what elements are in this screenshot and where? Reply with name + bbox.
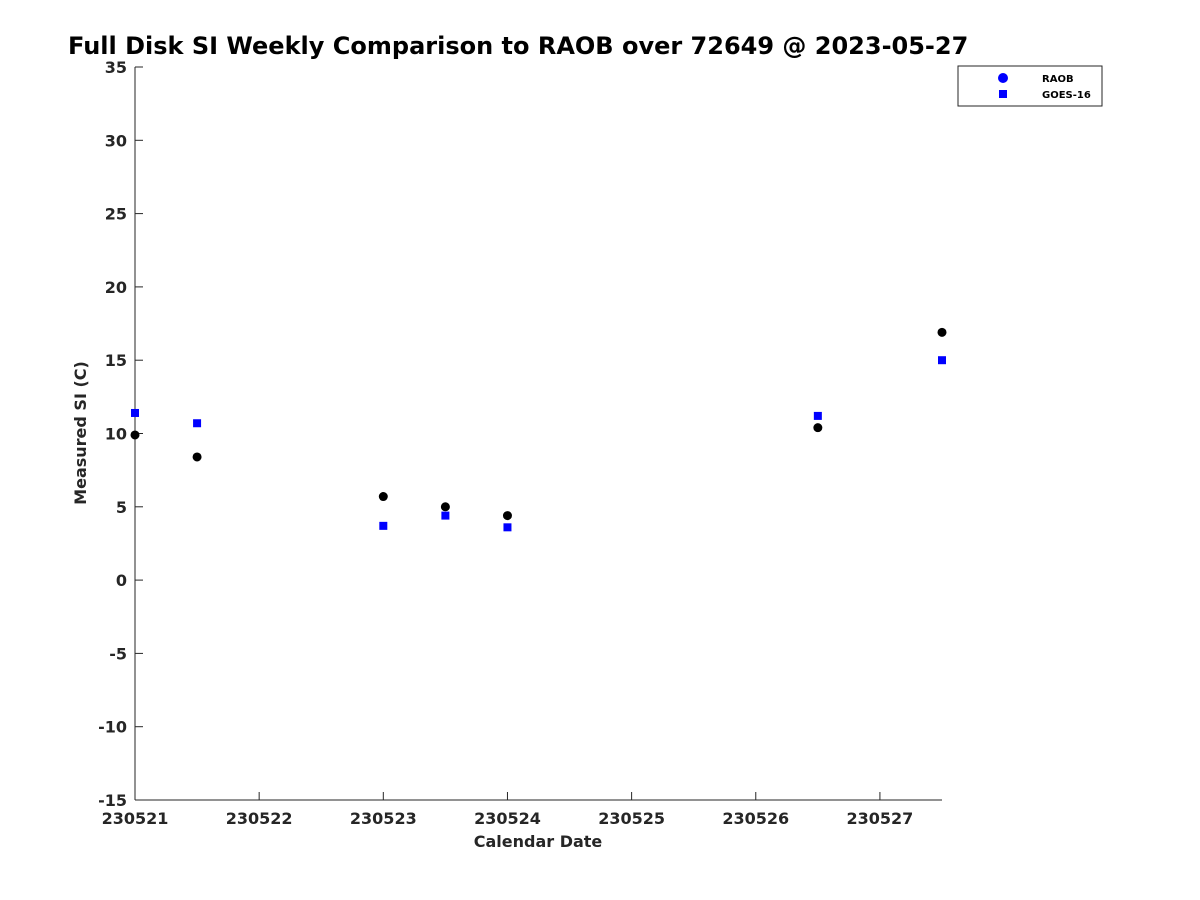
raob-point: [192, 452, 202, 462]
y-tick-label: 20: [105, 278, 127, 297]
legend-label-goes-16: GOES-16: [1042, 90, 1091, 101]
x-ticks: 230521 230522 230523 230524 230525 230526 2305…: [102, 792, 914, 828]
goes-16-point: [503, 523, 512, 532]
y-tick-label: -5: [109, 644, 127, 663]
legend-marker-goes-16: [999, 90, 1007, 98]
y-tick-label: 0: [116, 571, 127, 590]
x-tick-label: 230524: [474, 809, 541, 828]
y-axis-label: Measured SI (C): [71, 361, 90, 505]
data-points: [130, 327, 947, 532]
y-tick-label: 35: [105, 58, 127, 77]
raob-point: [502, 511, 512, 521]
raob-point: [440, 502, 450, 512]
legend: RAOB GOES-16: [957, 65, 1103, 107]
y-tick-label: 10: [105, 425, 127, 444]
raob-point: [937, 327, 947, 337]
y-tick-label: 30: [105, 131, 127, 150]
legend-marker-raob: [998, 73, 1008, 83]
y-tick-label: 5: [116, 498, 127, 517]
x-tick-label: 230523: [350, 809, 417, 828]
y-tick-label: 25: [105, 205, 127, 224]
goes-16-point: [441, 511, 450, 520]
x-tick-label: 230527: [847, 809, 914, 828]
x-tick-label: 230525: [598, 809, 665, 828]
raob-point: [378, 492, 388, 502]
y-tick-label: 15: [105, 351, 127, 370]
raob-point: [130, 430, 140, 440]
y-tick-label: -10: [98, 718, 127, 737]
x-axis-label: Calendar Date: [474, 832, 603, 851]
legend-label-raob: RAOB: [1042, 74, 1074, 85]
goes-16-point: [813, 411, 822, 420]
axes: [134, 67, 942, 801]
goes-16-point: [379, 521, 388, 530]
y-ticks: 35 30 25 20 15 10 5 0 -5 -10 -15: [98, 58, 143, 810]
goes-16-point: [938, 356, 946, 365]
legend-box: [957, 65, 1103, 107]
raob-point: [813, 423, 823, 433]
x-tick-label: 230521: [102, 809, 169, 828]
goes-16-point: [193, 419, 202, 428]
chart-title: Full Disk SI Weekly Comparison to RAOB o…: [68, 32, 968, 60]
y-tick-label: -15: [98, 791, 127, 810]
x-tick-label: 230526: [722, 809, 789, 828]
goes-16-point: [131, 408, 139, 417]
x-tick-label: 230522: [226, 809, 293, 828]
